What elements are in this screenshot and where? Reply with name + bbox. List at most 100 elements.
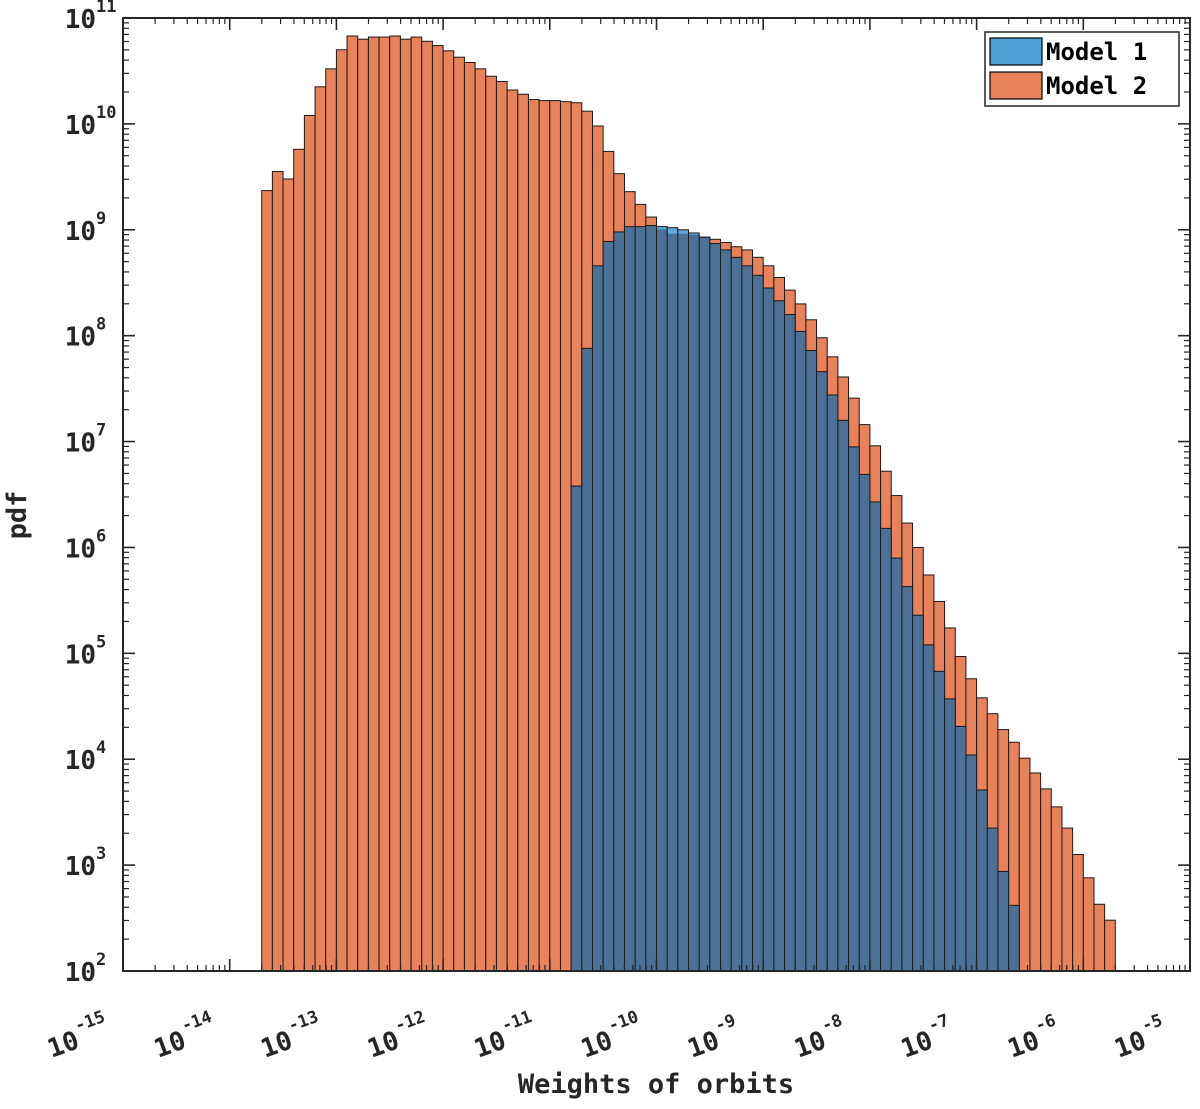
model-1-bar <box>880 528 892 971</box>
model-2-bar <box>474 68 487 972</box>
model-1-bar <box>859 474 870 971</box>
y-tick-exponent: 9 <box>96 209 106 229</box>
model-2-bar <box>1040 788 1052 972</box>
y-tick-exponent: 5 <box>96 632 106 652</box>
model-2-bar <box>271 171 284 972</box>
model-2-bar <box>1082 877 1095 972</box>
model-1-bar <box>688 235 700 972</box>
model-2-bar <box>378 36 391 972</box>
model-2-bar <box>1093 903 1106 972</box>
y-tick-label: 10 <box>65 958 96 988</box>
model-1-bar <box>720 249 732 971</box>
model-2-bar <box>506 89 519 972</box>
y-tick-exponent: 8 <box>96 315 106 335</box>
legend-swatch-model-2 <box>989 71 1043 100</box>
model-2-bar <box>1104 919 1116 972</box>
y-tick-label: 10 <box>65 111 96 141</box>
model-1-bar <box>709 243 721 971</box>
model-1-bar <box>816 371 828 971</box>
y-tick-exponent: 11 <box>96 0 116 17</box>
model-2-bar <box>399 38 412 972</box>
model-2-bar <box>1029 772 1042 972</box>
model-2-bar <box>282 178 295 972</box>
model-2-bar <box>559 101 572 972</box>
model-1-bar <box>773 300 785 971</box>
model-1-bar-top <box>688 232 700 236</box>
legend-label-model-1: Model 1 <box>1046 38 1147 66</box>
y-axis-title: pdf <box>2 491 33 540</box>
model-2-bar <box>463 61 476 972</box>
y-tick-exponent: 4 <box>96 738 106 758</box>
model-2-bar <box>517 93 529 972</box>
model-1-bar <box>869 501 881 971</box>
model-2-bar <box>495 81 508 972</box>
model-1-bar <box>912 615 924 971</box>
model-1-bar <box>891 558 902 971</box>
y-tick-exponent: 3 <box>96 844 106 864</box>
model-1-bar <box>965 754 977 971</box>
y-tick-exponent: 2 <box>96 950 106 970</box>
y-tick-exponent: 10 <box>96 103 116 123</box>
model-1-bar <box>571 486 582 971</box>
model-1-bar <box>827 394 838 971</box>
series-model-1-bars <box>570 225 1020 972</box>
y-tick-label: 10 <box>65 5 96 35</box>
model-1-bar <box>624 226 636 972</box>
model-1-bar <box>763 288 774 971</box>
y-tick-label: 10 <box>65 534 96 564</box>
y-tick-label: 10 <box>65 640 96 670</box>
model-2-bar <box>314 86 327 972</box>
model-2-bar <box>527 99 540 972</box>
model-2-bar <box>325 68 337 972</box>
model-1-bar <box>901 586 913 971</box>
model-1-bar <box>923 644 934 971</box>
model-1-bar <box>656 229 668 971</box>
model-2-bar <box>410 36 423 972</box>
model-2-bar <box>538 100 551 972</box>
model-1-bar <box>795 331 806 971</box>
model-2-bar <box>1061 827 1074 972</box>
model-1-bar <box>592 265 604 971</box>
legend-swatch-model-1 <box>989 37 1043 66</box>
y-tick-label: 10 <box>65 323 96 353</box>
model-1-bar <box>603 241 614 972</box>
model-1-bar <box>581 348 593 972</box>
y-tick-exponent: 7 <box>96 421 106 441</box>
model-1-bar <box>805 350 817 972</box>
model-2-bar <box>261 190 273 972</box>
model-2-bar <box>1072 854 1084 972</box>
plot-frame <box>122 17 1191 972</box>
model-2-bar <box>389 35 401 972</box>
model-1-bar-top <box>656 226 668 230</box>
legend-label-model-2: Model 2 <box>1046 72 1147 100</box>
model-1-bar <box>699 237 710 971</box>
model-2-bar <box>549 100 561 972</box>
model-2-bar <box>293 148 305 972</box>
y-tick-label: 10 <box>65 217 96 247</box>
model-1-bar <box>987 828 998 971</box>
model-1-bar <box>784 314 796 971</box>
model-2-bar <box>442 50 455 972</box>
model-1-bar <box>1008 905 1020 971</box>
model-2-bar <box>431 45 444 972</box>
model-2-bar <box>335 49 348 972</box>
model-1-bar <box>677 234 689 972</box>
y-tick-exponent: 6 <box>96 526 106 546</box>
legend: Model 1 Model 2 <box>984 31 1180 107</box>
model-2-bar <box>485 75 497 972</box>
model-2-bar <box>1018 757 1031 972</box>
model-1-bar <box>976 789 988 971</box>
model-1-bar <box>667 234 678 972</box>
model-2-bar <box>1050 806 1063 972</box>
model-2-bar <box>346 35 359 972</box>
model-1-bar <box>955 726 966 971</box>
model-1-bar <box>837 420 849 971</box>
y-tick-label: 10 <box>65 746 96 776</box>
model-1-bar <box>613 231 625 971</box>
y-tick-label: 10 <box>65 429 96 459</box>
model-1-bar <box>944 698 956 971</box>
model-1-bar <box>933 671 945 971</box>
